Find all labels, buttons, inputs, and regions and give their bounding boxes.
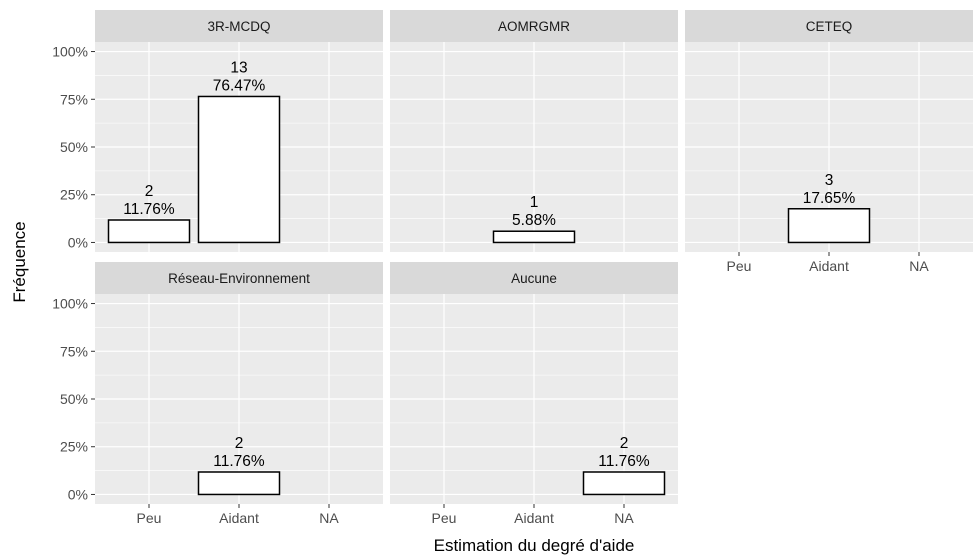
y-tick-label: 25% (60, 187, 88, 203)
strip-label: 3R-MCDQ (208, 19, 271, 34)
y-tick-label: 100% (52, 296, 88, 312)
bar (787, 208, 871, 244)
bar (197, 471, 281, 496)
y-tick-label: 75% (60, 91, 88, 107)
strip (95, 10, 383, 42)
y-tick-label: 50% (60, 391, 88, 407)
x-tick-label: Peu (432, 510, 457, 526)
strip-label: CETEQ (806, 19, 853, 34)
y-tick-label: 50% (60, 139, 88, 155)
strip (685, 10, 973, 42)
x-tick-label: Aidant (809, 258, 849, 274)
count-label: 3 (825, 172, 834, 189)
y-tick-label: 25% (60, 439, 88, 455)
y-axis-title: Fréquence (10, 221, 29, 302)
strip (95, 262, 383, 294)
value-label: 17.65% (803, 190, 856, 207)
y-tick-label: 75% (60, 343, 88, 359)
value-label: 11.76% (213, 453, 265, 470)
x-tick-label: NA (319, 510, 339, 526)
count-label: 13 (230, 59, 247, 76)
bar (197, 95, 281, 244)
x-tick-label: Aidant (514, 510, 554, 526)
value-label: 11.76% (598, 453, 650, 470)
strip-label: AOMRGMR (498, 19, 570, 34)
x-tick-label: NA (614, 510, 634, 526)
bar (107, 219, 191, 244)
value-label: 5.88% (512, 212, 556, 229)
count-label: 2 (620, 435, 629, 452)
count-label: 2 (145, 183, 154, 200)
x-tick-label: Peu (137, 510, 162, 526)
strip (390, 262, 678, 294)
strip (390, 10, 678, 42)
x-tick-label: Aidant (219, 510, 259, 526)
x-tick-label: NA (909, 258, 929, 274)
y-tick-label: 100% (52, 44, 88, 60)
bar (492, 230, 576, 244)
strip-label: Aucune (511, 271, 557, 286)
y-tick-label: 0% (68, 486, 88, 502)
value-label: 11.76% (123, 201, 175, 218)
x-axis-title: Estimation du degré d'aide (434, 536, 635, 555)
strip-label: Réseau-Environnement (168, 271, 310, 286)
bar (582, 471, 666, 496)
count-label: 2 (235, 435, 244, 452)
value-label: 76.47% (213, 77, 266, 94)
count-label: 1 (530, 194, 539, 211)
x-tick-label: Peu (727, 258, 752, 274)
y-tick-label: 0% (68, 234, 88, 250)
